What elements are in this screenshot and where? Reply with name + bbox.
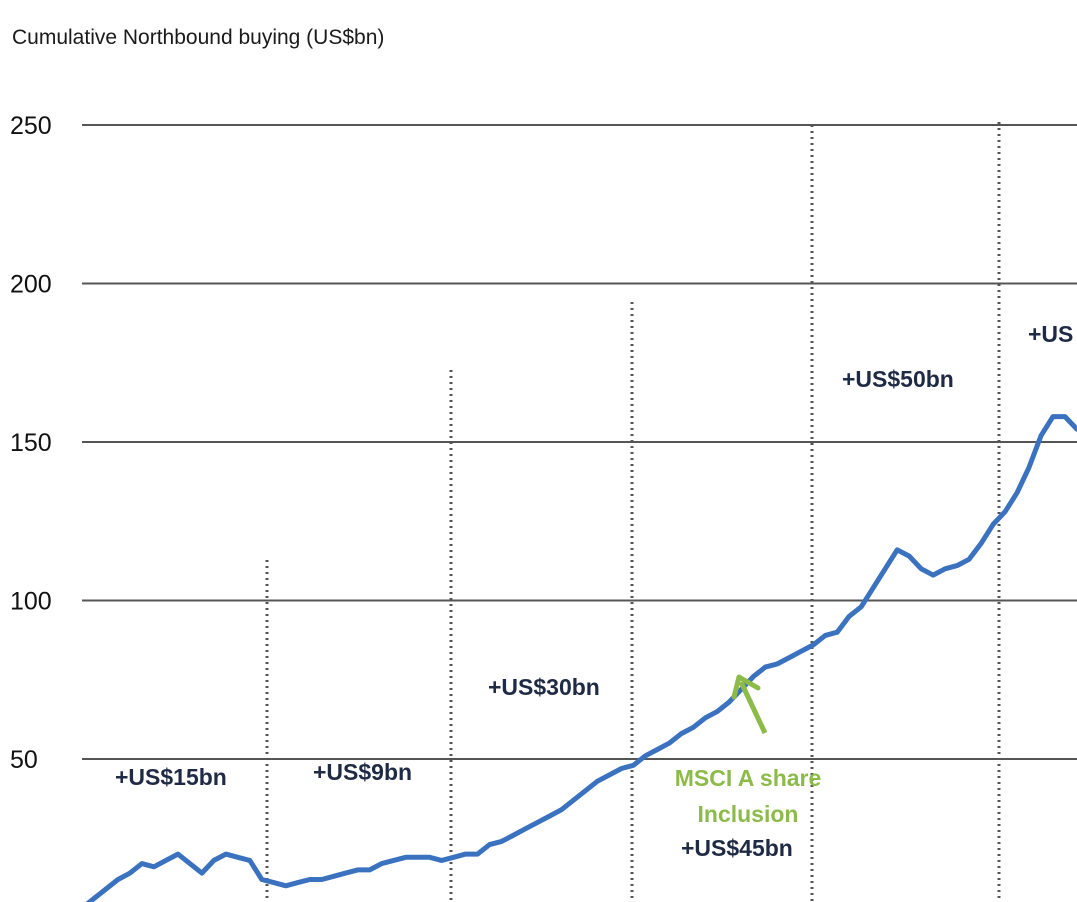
callout-label: Inclusion <box>698 801 799 827</box>
y-tick-label: 250 <box>10 112 52 140</box>
period-annotation: +US <box>1028 321 1073 347</box>
callout-label: MSCI A share <box>675 765 822 791</box>
period-dividers <box>265 122 1001 902</box>
y-tick-label: 100 <box>10 588 52 616</box>
period-annotation: +US$9bn <box>313 759 412 785</box>
period-annotation: +US$30bn <box>488 674 600 700</box>
y-tick-label: 50 <box>10 746 38 774</box>
series-line <box>85 414 1077 902</box>
callout-arrow <box>738 680 768 735</box>
y-tick-label: 200 <box>10 271 52 299</box>
series-group <box>85 414 1077 902</box>
y-tick-label: 150 <box>10 429 52 457</box>
msci-callout: MSCI A share Inclusion <box>675 674 822 827</box>
gridlines <box>82 124 1077 760</box>
period-annotation: +US$15bn <box>115 764 227 790</box>
y-axis-ticks: 50 100 150 200 250 <box>10 112 52 774</box>
period-annotation: +US$50bn <box>842 366 954 392</box>
period-annotations: +US$15bn +US$9bn +US$30bn +US$45bn +US$50bn +… <box>115 321 1073 861</box>
callout-arrowhead <box>731 674 761 700</box>
chart-title: Cumulative Northbound buying (US$bn) <box>12 26 385 49</box>
period-annotation: +US$45bn <box>681 835 793 861</box>
